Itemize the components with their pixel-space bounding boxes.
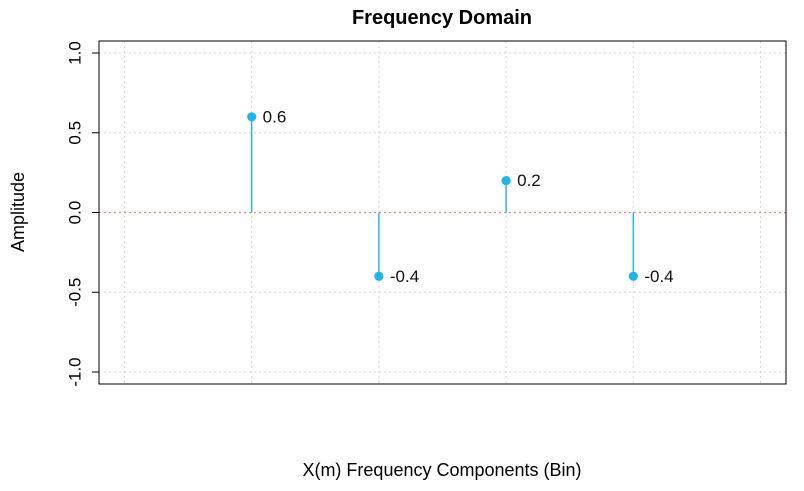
point-label: 0.6 [263, 107, 287, 126]
plot-frame [98, 40, 787, 385]
stems: 0.6 -0.4 0.2 -0.4 [247, 107, 674, 286]
stem-point [628, 271, 638, 281]
y-tick-label: 0.5 [66, 121, 85, 145]
point-label: 0.2 [517, 171, 541, 190]
point-label: -0.4 [390, 267, 419, 286]
grid [99, 41, 786, 384]
y-axis-label: Amplitude [8, 172, 28, 252]
point-label: -0.4 [644, 267, 673, 286]
y-tick-label: -1.0 [66, 357, 85, 386]
y-axis-ticks: -1.0 -0.5 0.0 0.5 1.0 [66, 41, 99, 387]
y-tick-label: 1.0 [66, 41, 85, 65]
chart-title: Frequency Domain [352, 7, 532, 29]
y-tick-label: -0.5 [66, 278, 85, 307]
x-axis-label: X(m) Frequency Components (Bin) [302, 460, 581, 480]
stem-point [374, 271, 384, 281]
y-tick-label: 0.0 [66, 201, 85, 225]
stem-point [501, 176, 511, 186]
stem-point [247, 112, 257, 122]
